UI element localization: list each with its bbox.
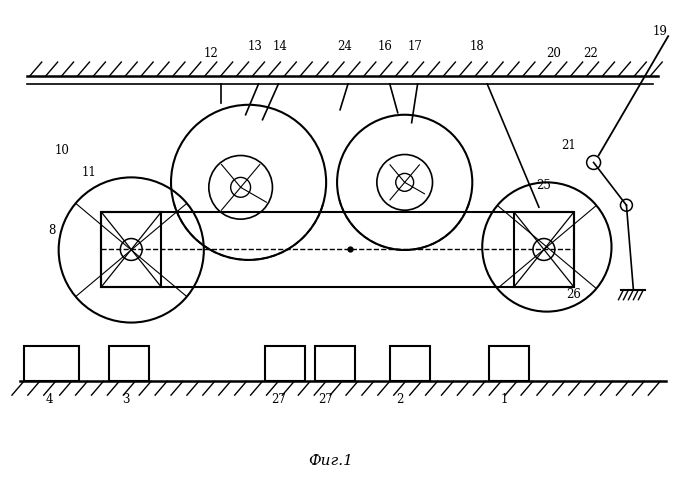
Text: 27: 27 <box>271 392 286 406</box>
Text: 8: 8 <box>48 223 55 237</box>
Text: 22: 22 <box>583 47 598 60</box>
Text: 21: 21 <box>561 139 576 152</box>
Bar <box>514 212 574 287</box>
Text: 17: 17 <box>407 40 422 52</box>
Text: 12: 12 <box>204 47 218 60</box>
Bar <box>390 346 430 381</box>
Bar <box>489 346 529 381</box>
Bar <box>265 346 305 381</box>
Text: 4: 4 <box>46 392 53 406</box>
Text: 11: 11 <box>82 166 97 179</box>
Bar <box>102 212 574 287</box>
Text: 26: 26 <box>566 288 581 301</box>
Text: 16: 16 <box>377 40 392 52</box>
Text: 2: 2 <box>396 392 403 406</box>
Text: Фиг.1: Фиг.1 <box>308 454 353 468</box>
Bar <box>24 346 78 381</box>
Text: 18: 18 <box>470 40 484 52</box>
Text: 25: 25 <box>536 179 552 192</box>
Text: 10: 10 <box>54 144 69 157</box>
Text: 24: 24 <box>337 40 353 52</box>
Bar <box>109 346 149 381</box>
Text: 19: 19 <box>653 24 668 38</box>
Text: 1: 1 <box>500 392 508 406</box>
Text: 13: 13 <box>248 40 263 52</box>
Text: 20: 20 <box>547 47 561 60</box>
Bar <box>102 212 161 287</box>
Text: 14: 14 <box>273 40 288 52</box>
Text: 3: 3 <box>122 392 130 406</box>
Bar <box>315 346 355 381</box>
Text: 27: 27 <box>318 392 332 406</box>
